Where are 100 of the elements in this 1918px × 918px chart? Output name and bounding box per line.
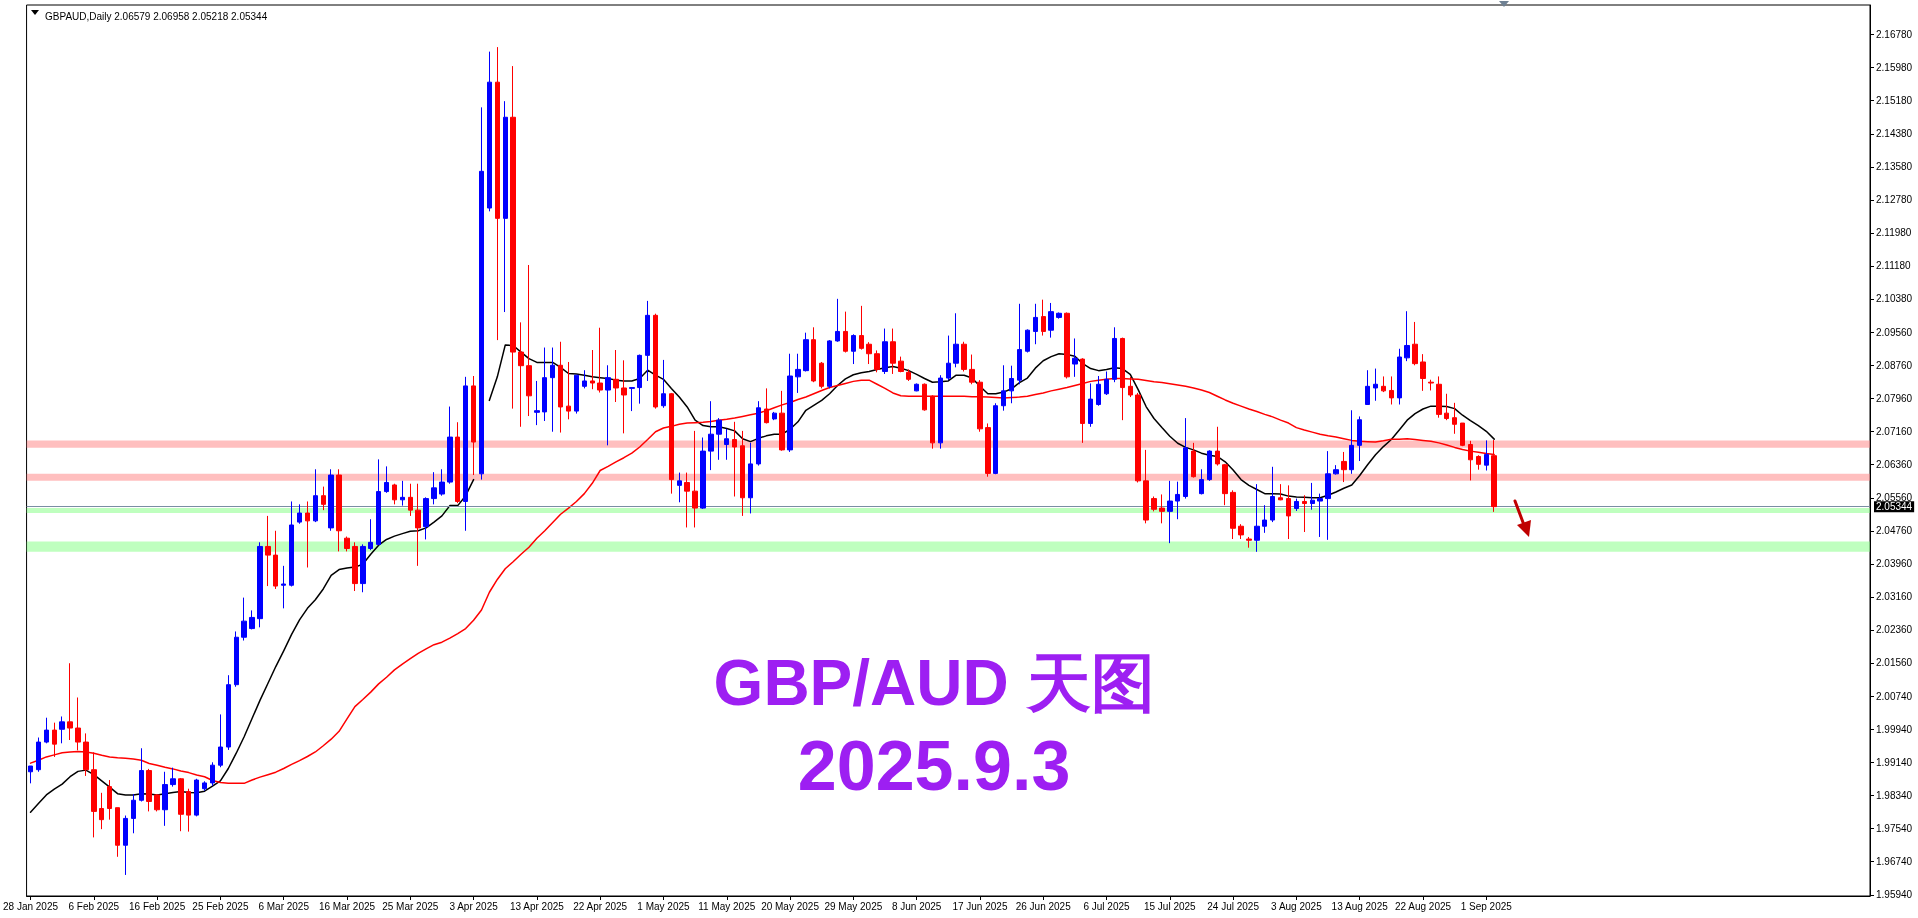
x-tick-label: 13 Aug 2025 <box>1331 900 1389 912</box>
candlestick <box>1444 393 1449 421</box>
y-tick-label: 1.95940 <box>1876 889 1913 901</box>
candlestick <box>336 468 342 552</box>
candlestick <box>684 472 690 528</box>
candlestick <box>281 565 286 609</box>
candlestick <box>629 386 635 412</box>
x-tick-label: 13 Apr 2025 <box>509 900 565 912</box>
candlestick <box>471 375 476 476</box>
candlestick <box>898 356 904 373</box>
x-tick-label: 29 May 2025 <box>824 900 883 912</box>
candlestick <box>1215 426 1220 467</box>
candlestick <box>1104 370 1109 396</box>
y-tick-label: 2.00740 <box>1876 691 1913 703</box>
y-tick-label: 2.02360 <box>1876 624 1913 636</box>
candlestick <box>1404 310 1410 362</box>
candlestick <box>811 326 816 383</box>
candlestick <box>139 747 144 802</box>
candlestick <box>249 609 255 630</box>
candlestick <box>1199 468 1204 495</box>
candlestick <box>273 530 278 590</box>
candlestick <box>1112 326 1117 383</box>
candlestick <box>123 815 128 876</box>
candlestick <box>700 437 706 510</box>
x-tick-label: 16 Feb 2025 <box>129 900 186 912</box>
candlestick <box>1460 422 1465 447</box>
candlestick <box>613 349 619 403</box>
x-tick-label: 6 Jul 2025 <box>1083 900 1131 912</box>
candlestick <box>423 496 429 540</box>
candlestick <box>376 458 381 546</box>
candlestick <box>154 793 160 812</box>
candlestick <box>1056 311 1062 320</box>
candlestick <box>1151 496 1157 512</box>
candlestick <box>953 312 959 368</box>
x-tick-label: 28 Jan 2025 <box>2 900 59 912</box>
x-tick-label: 22 Apr 2025 <box>573 900 628 912</box>
candlestick <box>582 369 587 389</box>
candlestick <box>566 361 571 420</box>
candlestick <box>1017 303 1022 385</box>
candlestick <box>1270 466 1275 523</box>
candlestick <box>605 364 611 446</box>
annotation: GBP/AUD 天图 <box>713 646 1155 719</box>
candlestick <box>526 264 532 417</box>
y-tick-label: 2.08760 <box>1876 360 1913 372</box>
y-tick-label: 2.12780 <box>1876 194 1913 206</box>
candlestick <box>1381 375 1386 393</box>
y-tick-label: 2.06360 <box>1876 459 1913 471</box>
y-tick-label: 2.14380 <box>1876 128 1913 140</box>
ref-line-label: 2.05344 <box>1876 501 1913 513</box>
candlestick <box>819 361 824 389</box>
candlestick <box>961 341 967 372</box>
y-tick-label: 2.01560 <box>1876 657 1913 669</box>
candlestick <box>882 328 888 375</box>
candlestick <box>558 341 563 434</box>
y-tick-label: 1.98340 <box>1876 790 1913 802</box>
candlestick <box>803 332 809 372</box>
candlestick <box>1468 440 1473 481</box>
candlestick <box>1096 375 1101 407</box>
candlestick <box>914 382 919 392</box>
x-tick-label: 26 Jun 2025 <box>1015 900 1072 912</box>
candlestick <box>1333 464 1339 476</box>
y-tick-label: 2.16780 <box>1876 29 1913 41</box>
candlestick <box>408 483 413 517</box>
candlestick <box>75 697 81 751</box>
candlestick <box>202 780 207 792</box>
candlestick <box>1357 415 1362 462</box>
candlestick <box>131 793 136 834</box>
candlestick <box>1349 409 1354 475</box>
candlestick <box>313 468 318 523</box>
x-tick-label: 25 Feb 2025 <box>192 900 249 912</box>
candlestick <box>1048 302 1054 339</box>
candlestick <box>645 300 650 382</box>
candlestick <box>226 674 231 751</box>
candlestick <box>1238 523 1244 540</box>
candlestick <box>1397 348 1402 405</box>
candlestick <box>1365 369 1370 405</box>
candlestick <box>352 541 358 592</box>
candlestick <box>1033 303 1038 345</box>
candlestick <box>1420 353 1426 392</box>
y-tick-label: 1.99140 <box>1876 757 1913 769</box>
candlestick <box>859 305 864 351</box>
candlestick <box>265 515 271 587</box>
candlestick <box>439 468 445 497</box>
candlestick <box>661 359 666 409</box>
y-tick-label: 1.97540 <box>1876 823 1913 835</box>
y-tick-label: 2.07160 <box>1876 426 1913 438</box>
y-tick-label: 2.11180 <box>1876 260 1912 272</box>
candlestick <box>542 347 547 422</box>
candlestick <box>890 328 896 375</box>
candlestick <box>946 335 951 381</box>
candlestick <box>392 483 397 505</box>
candlestick <box>1230 489 1236 540</box>
candlestick <box>866 341 872 365</box>
y-tick-label: 2.04760 <box>1876 525 1913 537</box>
y-tick-label: 2.11980 <box>1876 227 1912 239</box>
candlestick <box>146 768 152 812</box>
candlestick <box>843 311 848 353</box>
candlestick <box>1222 463 1228 506</box>
candlestick <box>289 500 294 587</box>
candlestick <box>83 732 89 777</box>
